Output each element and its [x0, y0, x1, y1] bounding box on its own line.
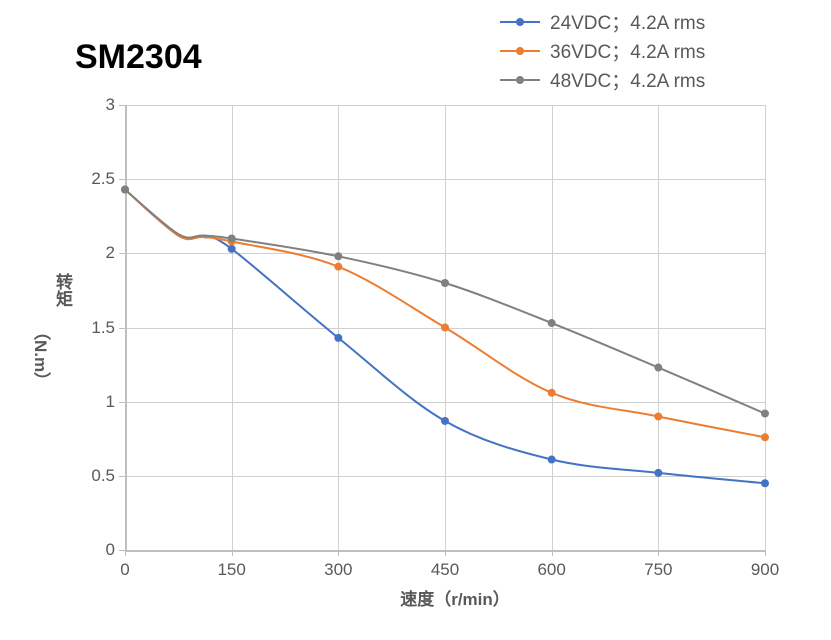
series-marker	[654, 469, 662, 477]
line-series-svg	[0, 0, 831, 640]
x-axis-label: 速度（r/min）	[375, 585, 535, 610]
series-marker	[334, 263, 342, 271]
x-tick-label: 300	[313, 560, 363, 580]
y-tick-label: 3	[75, 95, 115, 115]
x-tick-label: 750	[633, 560, 683, 580]
series-marker	[334, 252, 342, 260]
y-axis-label-top: 转矩	[50, 273, 75, 307]
series-line	[125, 190, 765, 484]
y-tick-label: 2	[75, 243, 115, 263]
series-marker	[121, 186, 129, 194]
series-marker	[654, 413, 662, 421]
x-tick-label: 0	[100, 560, 150, 580]
series-marker	[228, 245, 236, 253]
series-marker	[548, 319, 556, 327]
series-marker	[441, 324, 449, 332]
y-tick-label: 2.5	[75, 169, 115, 189]
series-marker	[761, 479, 769, 487]
y-tick-label: 1	[75, 392, 115, 412]
series-marker	[548, 456, 556, 464]
series-marker	[441, 417, 449, 425]
series-marker	[761, 410, 769, 418]
series-marker	[654, 364, 662, 372]
series-line	[125, 190, 765, 438]
x-tick-label: 900	[740, 560, 790, 580]
y-tick-label: 0	[75, 540, 115, 560]
x-tick-label: 600	[527, 560, 577, 580]
series-marker	[334, 334, 342, 342]
x-tick-label: 150	[207, 560, 257, 580]
series-marker	[548, 389, 556, 397]
chart-container: SM2304 24VDC；4.2A rms36VDC；4.2A rms48VDC…	[0, 0, 831, 640]
series-marker	[441, 279, 449, 287]
series-marker	[761, 433, 769, 441]
y-tick-label: 0.5	[75, 466, 115, 486]
chart-plot-area: 0 0.5 1 1.5 2 2.5 3 0 150 300 450 600 750 900 转矩 （N.m）…	[0, 0, 831, 640]
x-tick-label: 450	[420, 560, 470, 580]
series-line	[125, 190, 765, 414]
y-axis-label-bottom: （N.m）	[28, 323, 53, 389]
y-tick-label: 1.5	[75, 318, 115, 338]
series-marker	[228, 235, 236, 243]
